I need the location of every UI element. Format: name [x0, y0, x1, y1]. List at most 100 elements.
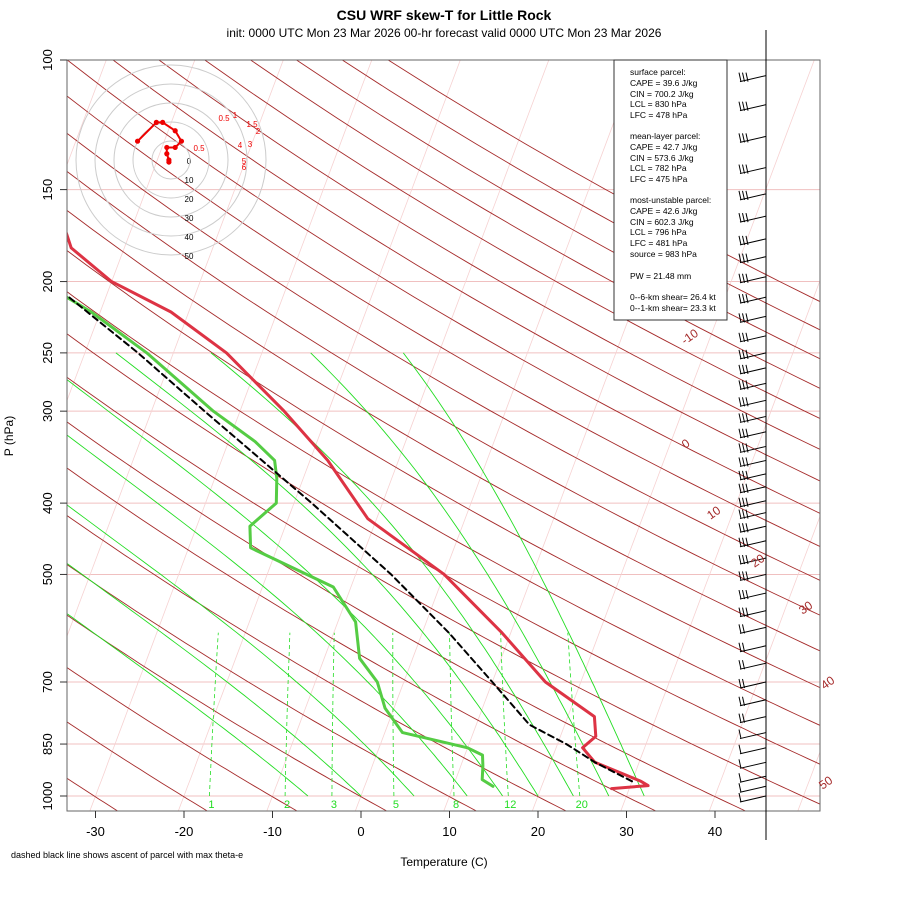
wind-barb-flag: [738, 589, 742, 600]
wind-barb-flag: [742, 554, 745, 565]
wind-barb-flag: [738, 457, 742, 467]
hodograph-height-label: 4: [238, 141, 243, 150]
wind-barb: [738, 364, 767, 375]
hodograph-point: [164, 151, 170, 157]
y-tick-label: 850: [40, 733, 55, 755]
hodograph-point: [164, 144, 170, 151]
hodograph-height-label: 2: [256, 127, 261, 136]
wind-barb-flag: [738, 72, 742, 82]
wind-barb: [738, 273, 767, 284]
wind-barb-flag: [745, 537, 749, 547]
moist-adiabat-line: [67, 379, 503, 797]
wind-barb-flag: [742, 213, 745, 223]
wind-barb-flag: [745, 443, 749, 453]
hodograph-ring: [151, 140, 191, 180]
wind-barb-flag: [738, 380, 742, 390]
wind-barb-flag: [745, 571, 749, 581]
dry-adiabat-line: [67, 563, 478, 811]
wind-barb-flag: [738, 397, 742, 407]
wind-barb: [738, 457, 767, 467]
dry-adiabat-line: [67, 95, 820, 547]
dry-adiabat-line: [67, 291, 820, 726]
wind-barb: [738, 773, 767, 783]
mixing-ratio-line: [500, 632, 509, 797]
wind-barb-flag: [745, 101, 749, 111]
wind-barb-flag: [745, 554, 749, 565]
isotherm-line: [67, 60, 284, 638]
chart-subtitle: init: 0000 UTC Mon 23 Mar 2026 00-hr for…: [227, 26, 662, 40]
info-mean-lfc: LFC = 475 hPa: [630, 174, 688, 184]
info-mu-header: most-unstable parcel:: [630, 195, 711, 205]
wind-barb-flag: [742, 380, 745, 390]
wind-barb-flag: [738, 783, 742, 793]
info-mean-header: mean-layer parcel:: [630, 131, 700, 141]
wind-barb: [738, 509, 767, 520]
wind-barb-flag: [738, 133, 742, 143]
wind-barb-flag: [738, 235, 742, 245]
info-shear-6km: 0--6-km shear= 26.4 kt: [630, 292, 716, 302]
wind-barb-flag: [738, 364, 742, 374]
chart-title: CSU WRF skew-T for Little Rock: [337, 7, 552, 23]
dewpoint-line: [67, 295, 495, 788]
wind-barb-flag: [742, 364, 745, 374]
wind-barb: [738, 190, 767, 201]
wind-barb: [738, 413, 767, 423]
hodograph-height-label: 1: [233, 111, 238, 120]
wind-barbs: [738, 30, 767, 840]
isotherm-line: [708, 515, 820, 811]
wind-barb: [738, 443, 767, 453]
hodograph-ring: [132, 121, 210, 199]
mixing-ratio-label: 12: [504, 799, 516, 811]
hodograph-ring-label: 10: [185, 176, 194, 185]
wind-barb-flag: [745, 607, 749, 617]
isotherm-line: [443, 60, 727, 811]
moist-adiabat-line: [67, 613, 309, 797]
wind-barb-flag: [742, 332, 745, 342]
isotherm-line: [797, 750, 820, 811]
info-box-frame: [613, 59, 728, 321]
wind-barb: [738, 624, 767, 634]
wind-barb: [738, 554, 767, 565]
hodograph-point: [160, 119, 166, 125]
wind-barb-flag: [742, 678, 745, 689]
wind-barb: [738, 607, 767, 618]
plot-area: 1 2 3 5 8 12 20: [67, 60, 820, 811]
wind-barb-flag: [742, 253, 745, 263]
wind-barb-shaft: [739, 747, 767, 755]
hodograph-ring-label: 40: [185, 233, 194, 242]
x-tick-label: 10: [442, 824, 456, 839]
wind-barb-flag: [738, 792, 742, 803]
plot-frame: [66, 59, 821, 812]
x-tick-label: 20: [531, 824, 545, 839]
wind-barb-flag: [745, 235, 749, 245]
wind-barb: [738, 349, 767, 360]
hodograph-ring: [113, 102, 229, 218]
wind-barb-flag: [745, 509, 749, 519]
hodograph-ring: [94, 83, 248, 237]
mixing-ratio-line: [209, 632, 219, 797]
wind-barb-flag: [738, 571, 742, 581]
wind-barb-flag: [745, 428, 749, 438]
wind-barb-flag: [742, 483, 745, 493]
wind-barb: [738, 589, 767, 600]
dry-adiabat-label: 40: [818, 673, 837, 692]
dry-adiabat-line: [296, 60, 820, 360]
wind-barb-flag: [738, 253, 742, 263]
dry-adiabat-line: [158, 60, 820, 450]
wind-barb-flag: [745, 413, 749, 423]
wind-barb-flag: [745, 349, 749, 359]
wind-barb-flag: [738, 213, 742, 223]
wind-barb: [738, 571, 767, 581]
isotherm-line: [89, 60, 373, 811]
wind-barb-flag: [745, 253, 749, 263]
wind-barb-flag: [745, 380, 749, 390]
wind-barb-flag: [745, 294, 749, 304]
footnote: dashed black line shows ascent of parcel…: [11, 850, 243, 860]
info-mean-lcl: LCL = 782 hPa: [630, 163, 687, 173]
mixing-ratio-line: [284, 632, 291, 797]
info-surface-header: surface parcel:: [630, 67, 686, 77]
x-tick-label: 30: [619, 824, 633, 839]
hodograph-point: [172, 128, 178, 134]
